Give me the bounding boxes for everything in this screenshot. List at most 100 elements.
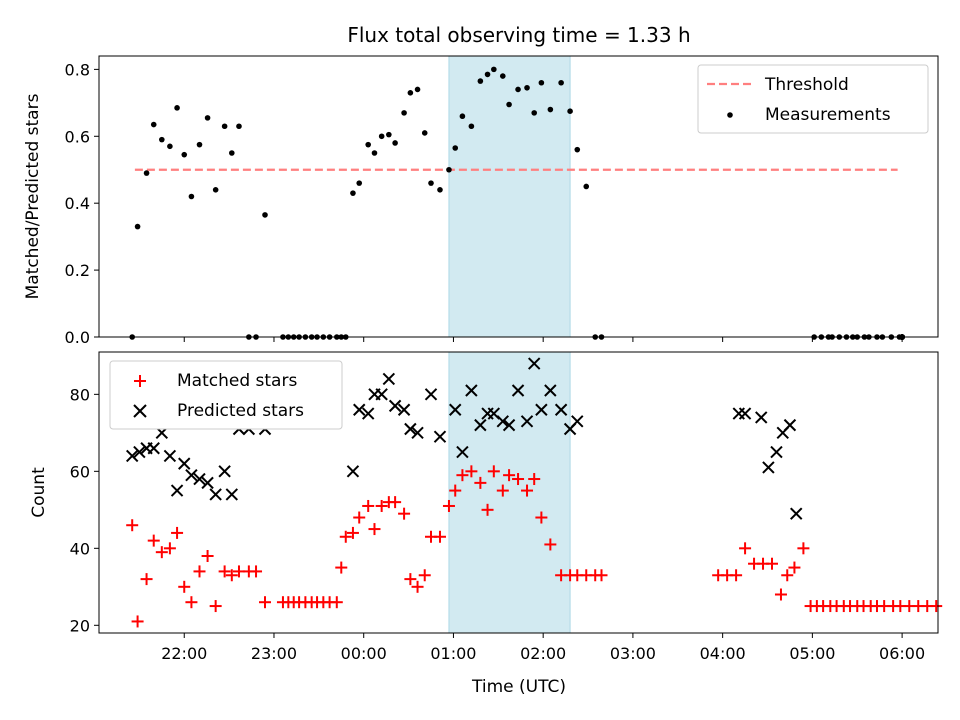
measurement-point xyxy=(174,105,180,111)
matched-point xyxy=(346,526,359,539)
top-legend-box xyxy=(697,64,929,134)
matched-point xyxy=(163,542,176,555)
x-tick-label: 06:00 xyxy=(879,644,925,663)
predicted-point xyxy=(502,418,516,432)
predicted-point xyxy=(755,411,768,424)
y-tick-label: 0.2 xyxy=(65,261,90,280)
x-tick-label: 04:00 xyxy=(700,644,746,663)
predicted-point xyxy=(465,384,478,397)
y-tick-label: 60 xyxy=(70,462,90,481)
measurement-point xyxy=(583,183,590,190)
measurement-point xyxy=(350,190,356,196)
measurement-point xyxy=(421,130,428,136)
x-tick-label: 01:00 xyxy=(430,644,476,663)
y-tick-label: 80 xyxy=(70,385,90,404)
matched-point xyxy=(535,511,548,524)
predicted-point xyxy=(456,445,469,459)
predicted-point xyxy=(527,357,541,370)
predicted-point xyxy=(185,468,198,482)
measurement-point xyxy=(484,71,491,78)
predicted-point xyxy=(225,488,239,501)
matched-point xyxy=(398,507,411,520)
legend-measurements-label: Measurements xyxy=(765,105,891,125)
measurement-point xyxy=(150,121,157,128)
matched-point xyxy=(218,565,231,578)
predicted-point xyxy=(544,384,557,397)
predicted-point xyxy=(770,445,783,459)
bottom-highlight-span xyxy=(448,351,571,634)
measurement-point xyxy=(468,123,475,130)
matched-point xyxy=(765,557,778,570)
predicted-point xyxy=(346,465,360,478)
matched-point xyxy=(171,526,184,539)
measurement-point xyxy=(515,86,521,93)
predicted-point xyxy=(133,445,146,459)
measurement-point xyxy=(262,212,268,218)
bottom-legend: Matched stars Predicted stars xyxy=(109,360,343,430)
matched-point xyxy=(465,465,478,478)
matched-point xyxy=(147,534,160,547)
predicted-point xyxy=(397,403,411,416)
x-tick-label: 23:00 xyxy=(251,644,297,663)
matched-point xyxy=(730,569,743,582)
predicted-point xyxy=(375,388,388,401)
matched-point xyxy=(739,542,752,555)
predicted-point xyxy=(411,426,424,440)
predicted-points xyxy=(125,357,803,520)
measurement-point xyxy=(428,180,434,186)
bottom-panel: 20 40 60 80 22:00 23:00 00:00 01:00 02:00 03:00 0… xyxy=(29,351,943,697)
matched-point xyxy=(335,561,348,574)
matched-point xyxy=(126,519,139,532)
measurement-point xyxy=(524,84,530,91)
predicted-point xyxy=(511,384,525,397)
legend-predicted-label: Predicted stars xyxy=(177,401,304,421)
predicted-point xyxy=(209,488,222,501)
measurement-point xyxy=(143,170,150,176)
measurement-point xyxy=(459,113,466,120)
matched-point xyxy=(528,473,541,486)
matched-point xyxy=(797,542,810,555)
matched-point xyxy=(418,569,431,582)
measurement-point xyxy=(574,146,581,153)
predicted-point xyxy=(762,461,775,474)
measurement-point xyxy=(401,110,407,116)
predicted-point xyxy=(554,403,568,416)
matched-point xyxy=(259,596,272,609)
matched-point xyxy=(375,499,388,512)
top-highlight-span xyxy=(448,55,571,338)
predicted-point xyxy=(520,415,534,428)
bottom-y-axis-label: Count xyxy=(29,467,49,518)
y-tick-label: 40 xyxy=(70,539,90,558)
matched-point xyxy=(442,499,455,512)
predicted-point xyxy=(496,415,510,428)
measurement-point xyxy=(356,180,363,186)
measurement-point xyxy=(437,187,443,193)
matched-point xyxy=(521,484,534,497)
measurement-point xyxy=(188,193,195,200)
measurement-point xyxy=(414,86,421,93)
predicted-point xyxy=(163,449,177,463)
matched-point xyxy=(193,565,206,578)
predicted-point xyxy=(382,372,396,386)
matched-point xyxy=(362,499,375,512)
predicted-point xyxy=(738,407,752,420)
predicted-point xyxy=(732,407,746,420)
measurement-point xyxy=(365,141,371,148)
predicted-point xyxy=(125,449,139,463)
measurement-point xyxy=(547,106,554,113)
measurement-point xyxy=(229,150,235,156)
bottom-y-ticks: 20 40 60 80 xyxy=(70,385,99,635)
predicted-point xyxy=(361,407,375,420)
bottom-x-ticks: 22:00 23:00 00:00 01:00 02:00 03:00 04:00 05:00… xyxy=(161,633,925,663)
measurement-point xyxy=(196,141,203,148)
legend-threshold-label: Threshold xyxy=(764,75,849,95)
top-y-axis-label: Matched/Predicted stars xyxy=(23,93,43,299)
predicted-point xyxy=(193,472,206,486)
chart-title: Flux total observing time = 1.33 h xyxy=(347,23,690,47)
matched-point xyxy=(201,550,214,563)
matched-point xyxy=(404,573,417,586)
x-axis-label: Time (UTC) xyxy=(471,677,566,697)
x-tick-label: 00:00 xyxy=(341,644,387,663)
matched-points xyxy=(126,465,943,628)
